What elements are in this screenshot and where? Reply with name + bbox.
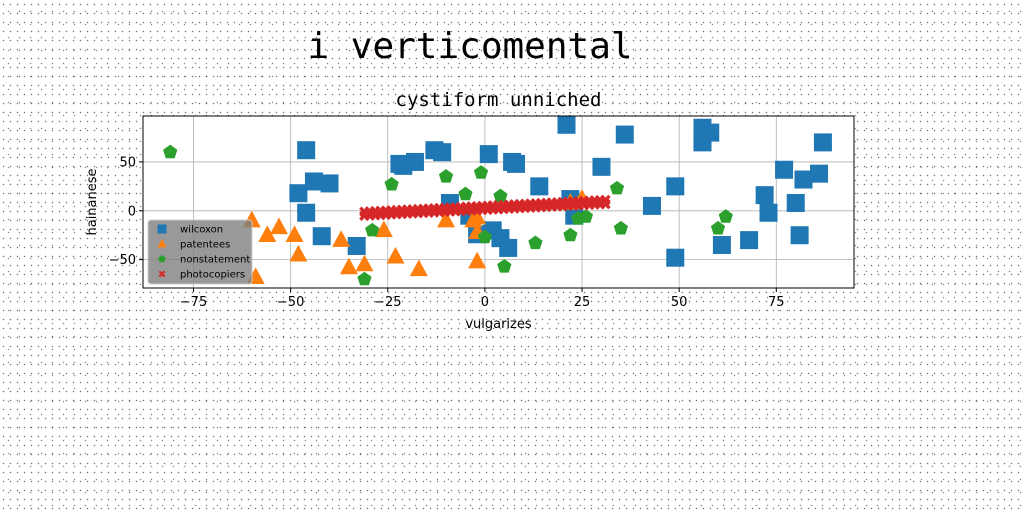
page-title: i verticomental (307, 26, 633, 67)
legend-marker-patentees (157, 239, 167, 248)
wilcoxon-point (790, 226, 809, 245)
nonstatement-point (613, 220, 629, 235)
x-tick-label: 75 (768, 295, 785, 310)
legend-label: nonstatement (180, 255, 250, 266)
nonstatement-point (563, 227, 578, 242)
legend-marker-photocopiers (158, 270, 166, 278)
patentees-point (332, 230, 351, 247)
nonstatement-point (473, 165, 489, 179)
wilcoxon-point (666, 248, 685, 267)
wilcoxon-point (405, 152, 424, 171)
patentees-point (339, 257, 358, 275)
wilcoxon-point (312, 227, 331, 246)
x-tick-label: −75 (180, 295, 207, 310)
legend-marker-wilcoxon (157, 224, 167, 234)
wilcoxon-point (506, 154, 525, 173)
nonstatement-point (528, 235, 543, 250)
wilcoxon-point (794, 170, 813, 189)
legend-label: wilcoxon (180, 225, 223, 236)
wilcoxon-point (755, 186, 774, 205)
patentees-point (355, 254, 374, 272)
patentees-point (289, 244, 308, 262)
wilcoxon-point (759, 203, 778, 222)
wilcoxon-point (347, 236, 366, 255)
nonstatement-point (163, 144, 178, 159)
patentees-point (269, 217, 288, 235)
legend-label: patentees (180, 240, 230, 251)
chart-title: cystiform unniched (396, 89, 602, 111)
wilcoxon-point (320, 174, 339, 193)
patentees-point (386, 246, 405, 264)
wilcoxon-point (289, 184, 308, 203)
patentees-point (409, 259, 428, 277)
wilcoxon-point (304, 172, 323, 191)
wilcoxon-point (813, 133, 832, 152)
wilcoxon-point (740, 231, 759, 250)
wilcoxon-point (615, 125, 634, 144)
x-tick-label: −25 (374, 295, 401, 310)
series-photocopiers (359, 194, 611, 221)
wilcoxon-point (666, 177, 685, 196)
wilcoxon-point (786, 193, 805, 212)
nonstatement-point (710, 220, 726, 235)
wilcoxon-point (499, 238, 518, 257)
wilcoxon-point (775, 160, 794, 179)
wilcoxon-point (297, 141, 316, 160)
patentees-point (285, 225, 304, 242)
nonstatement-point (438, 169, 454, 183)
y-tick-label: 0 (128, 204, 136, 219)
patentees-point (258, 225, 277, 242)
patentees-point (374, 220, 393, 238)
wilcoxon-point (433, 143, 452, 162)
nonstatement-point (718, 209, 733, 223)
x-tick-label: 50 (671, 295, 688, 310)
x-tick-label: 25 (574, 295, 591, 310)
photocopiers-point (600, 198, 611, 210)
wilcoxon-point (297, 203, 316, 222)
wilcoxon-point (642, 196, 661, 215)
nonstatement-point (365, 222, 380, 237)
nonstatement-point (458, 186, 473, 201)
nonstatement-point (384, 176, 399, 191)
wilcoxon-point (479, 145, 498, 164)
patentees-point (468, 251, 487, 269)
plot-marks (163, 115, 832, 286)
nonstatement-point (357, 271, 372, 286)
plot-frame (142, 115, 855, 289)
nonstatement-point (578, 209, 594, 223)
wilcoxon-point (701, 123, 720, 142)
axis-ticks: −75 −50 −25 0 25 50 75 −50 0 50 (109, 155, 785, 310)
nonstatement-point (493, 188, 508, 203)
patentees-point (468, 207, 487, 225)
wilcoxon-point (592, 157, 611, 176)
wilcoxon-point (530, 177, 549, 196)
wilcoxon-point (557, 115, 576, 134)
legend-box (147, 219, 253, 285)
y-tick-label: 50 (119, 155, 136, 170)
wilcoxon-point (712, 236, 731, 254)
nonstatement-point (477, 229, 493, 244)
wilcoxon-point (810, 164, 829, 183)
series-nonstatement (163, 144, 733, 286)
y-axis-label: hainanese (85, 168, 100, 235)
legend-label: photocopiers (180, 270, 245, 281)
x-tick-label: −50 (277, 295, 304, 310)
patentees-point (437, 210, 456, 228)
y-tick-label: −50 (109, 253, 136, 268)
legend-marker-nonstatement (158, 255, 166, 263)
x-tick-label: 0 (481, 295, 489, 310)
nonstatement-point (609, 180, 625, 195)
legend: wilcoxon patentees nonstatement photocopier… (147, 219, 253, 285)
nonstatement-point (497, 259, 512, 273)
x-axis-label: vulgarizes (465, 317, 532, 332)
